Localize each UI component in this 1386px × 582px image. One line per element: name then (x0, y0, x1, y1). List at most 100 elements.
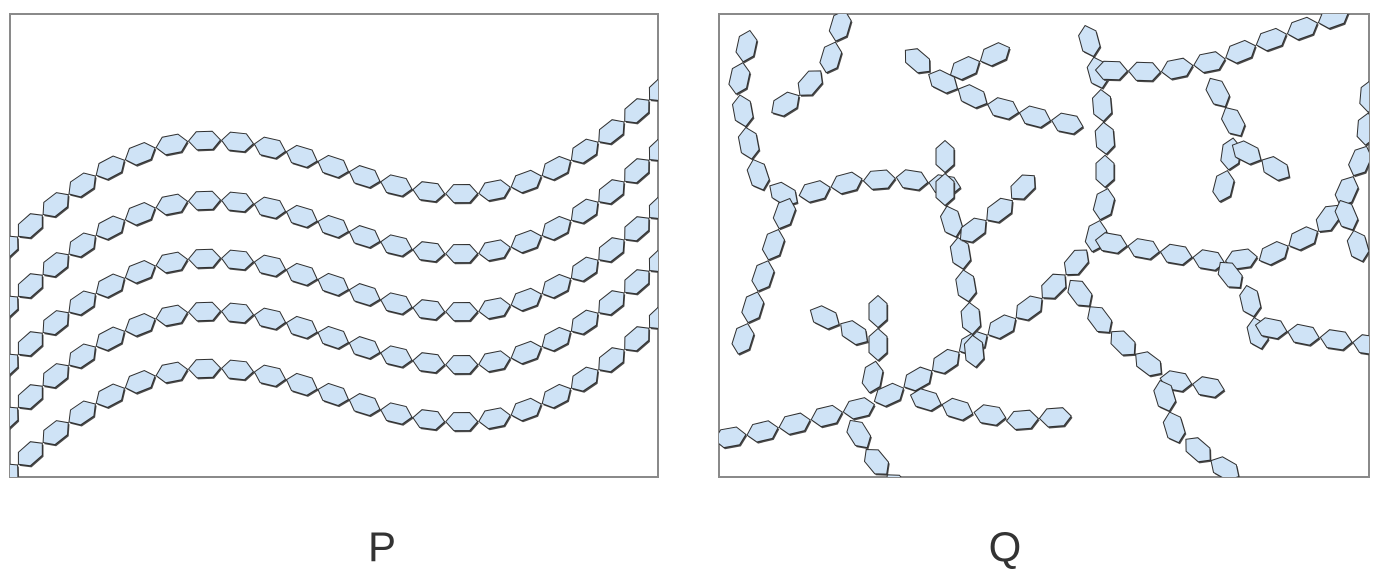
hexagon-bead-icon (68, 172, 96, 198)
hexagon-bead-icon (1286, 16, 1319, 41)
hexagon-bead-icon (1094, 60, 1129, 81)
hexagon-bead-icon (348, 336, 381, 360)
hexagon-bead-icon (17, 273, 43, 299)
hexagon-bead-icon (761, 228, 786, 261)
hexagon-bead-icon (541, 273, 572, 299)
hexagon-bead-icon (979, 42, 1011, 67)
hexagon-bead-icon (1015, 295, 1043, 321)
hexagon-bead-icon (510, 169, 542, 194)
hexagon-bead-icon (1092, 187, 1116, 221)
hexagon-bead-icon (771, 91, 800, 117)
hexagon-bead-icon (68, 343, 96, 369)
hexagon-bead-icon (1356, 112, 1369, 146)
hexagon-bead-icon (986, 97, 1020, 120)
hexagon-bead-icon (798, 180, 831, 203)
hexagon-bead-icon (478, 407, 511, 430)
hexagon-bead-icon (478, 350, 511, 373)
panel-q: Q (718, 13, 1370, 570)
hexagon-bead-icon (846, 419, 872, 449)
hexagon-bead-icon (624, 98, 650, 124)
hexagon-bead-icon (673, 282, 697, 306)
hexagon-bead-icon (317, 214, 350, 239)
hexagon-bead-icon (728, 62, 751, 95)
polymer-chain (809, 305, 869, 347)
hexagon-bead-icon (1317, 14, 1349, 30)
hexagon-bead-icon (1192, 249, 1226, 271)
hexagon-bead-icon (1159, 243, 1193, 266)
hexagon-bead-icon (1153, 379, 1177, 412)
hexagon-bead-icon (828, 14, 852, 42)
hexagon-bead-icon (412, 241, 446, 263)
hexagon-bead-icon (285, 144, 318, 168)
hexagon-bead-icon (737, 126, 760, 160)
hexagon-bead-icon (904, 48, 931, 74)
panel-q-label: Q (989, 523, 1022, 570)
hexagon-bead-icon (68, 232, 96, 258)
hexagon-bead-icon (445, 354, 479, 375)
hexagon-bead-icon (220, 191, 255, 213)
hexagon-bead-icon (124, 369, 156, 394)
hexagon-bead-icon (42, 310, 69, 336)
hexagon-bead-icon (1258, 240, 1289, 266)
hexagon-bead-icon (772, 197, 797, 230)
hexagon-bead-icon (1348, 145, 1369, 177)
hexagon-bead-icon (95, 155, 125, 180)
hexagon-bead-icon (220, 249, 255, 271)
hexagon-bead-icon (673, 114, 697, 138)
hexagon-bead-icon (510, 397, 542, 422)
hexagon-bead-icon (955, 269, 977, 303)
hexagon-bead-icon (10, 353, 19, 376)
hexagon-bead-icon (10, 406, 19, 429)
polymer-chain (949, 42, 1011, 82)
hexagon-bead-icon (1078, 24, 1101, 58)
hexagon-bead-icon (1231, 140, 1262, 165)
hexagon-bead-icon (187, 301, 222, 322)
hexagon-bead-icon (957, 84, 988, 109)
hexagon-bead-icon (935, 172, 955, 207)
hexagon-bead-icon (1063, 249, 1089, 276)
hexagon-bead-icon (412, 299, 446, 321)
hexagon-bead-icon (1205, 77, 1231, 108)
bead-shadow (675, 56, 699, 80)
hexagon-bead-icon (673, 225, 697, 249)
hexagon-bead-icon (570, 138, 599, 164)
hexagon-bead-icon (746, 158, 770, 191)
polymer-chain (1254, 317, 1369, 356)
hexagon-bead-icon (1162, 411, 1186, 444)
hexagon-bead-icon (68, 290, 96, 316)
hexagon-bead-icon (348, 393, 381, 417)
hexagon-bead-icon (1135, 351, 1162, 377)
hexagon-bead-icon (17, 213, 43, 239)
hexagon-bead-icon (863, 448, 890, 475)
hexagon-bead-icon (1038, 407, 1072, 428)
hexagon-bead-icon (348, 165, 381, 189)
hexagon-bead-icon (541, 155, 572, 181)
hexagon-bead-icon (842, 397, 876, 420)
hexagon-bead-icon (412, 181, 446, 203)
polymer-chain (10, 196, 658, 378)
hexagon-bead-icon (809, 305, 840, 330)
hexagon-bead-icon (380, 402, 413, 425)
hexagon-bead-icon (285, 204, 318, 228)
hexagon-bead-icon (285, 262, 318, 286)
hexagon-bead-icon (155, 193, 189, 216)
hexagon-bead-icon (960, 301, 982, 335)
hexagon-bead-icon (10, 463, 19, 477)
hexagon-bead-icon (819, 41, 843, 74)
hexagon-bead-icon (95, 273, 125, 298)
bead-shadow (675, 227, 699, 251)
polymer-chain (959, 174, 1037, 244)
hexagon-bead-icon (1287, 323, 1320, 346)
panel-p: P (9, 13, 699, 570)
hexagon-bead-icon (220, 359, 255, 381)
hexagon-bead-icon (541, 215, 572, 241)
polymer-chain (861, 294, 889, 395)
hexagon-bead-icon (1005, 409, 1040, 430)
hexagon-bead-icon (17, 331, 43, 357)
hexagon-bead-icon (348, 283, 381, 307)
hexagon-bead-icon (868, 294, 888, 329)
hexagon-bead-icon (570, 366, 599, 392)
hexagon-bead-icon (42, 252, 69, 278)
hexagon-bead-icon (187, 358, 222, 379)
